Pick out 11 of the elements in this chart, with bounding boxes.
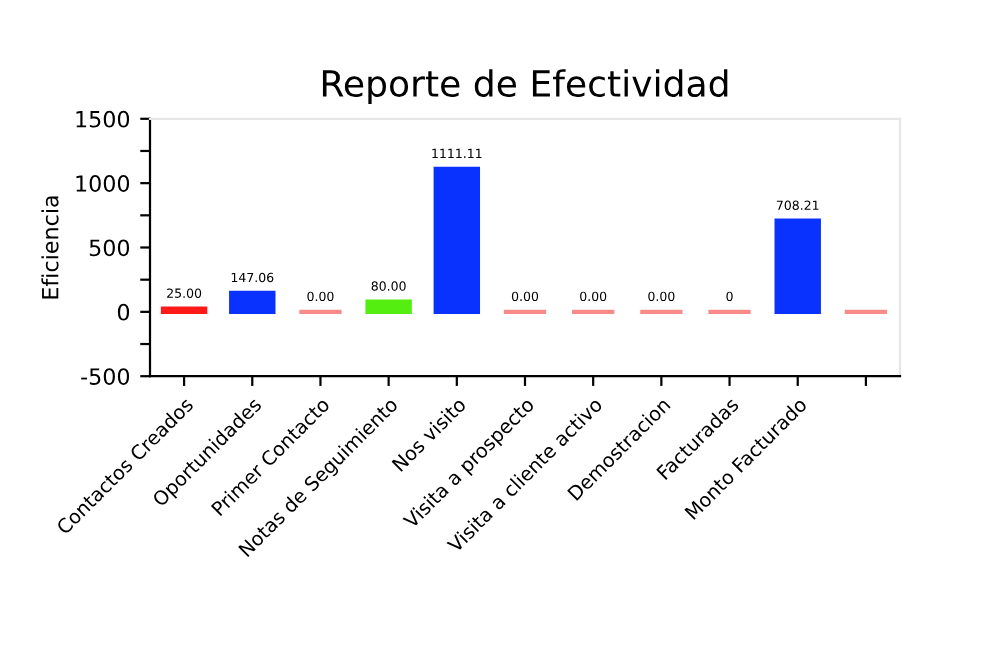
y-axis-title: Eficiencia xyxy=(41,196,59,299)
y-tick-label: -500 xyxy=(81,368,130,385)
y-tick-label: 1000 xyxy=(76,175,130,192)
bar xyxy=(433,166,481,314)
chart-title: Reporte de Efectividad xyxy=(322,69,728,105)
y-tick-label: 500 xyxy=(89,239,130,257)
bar xyxy=(365,299,412,314)
bar xyxy=(774,218,821,314)
bar xyxy=(229,290,276,314)
y-tick-label: 0 xyxy=(117,303,130,321)
y-tick-label: 1500 xyxy=(76,110,130,128)
